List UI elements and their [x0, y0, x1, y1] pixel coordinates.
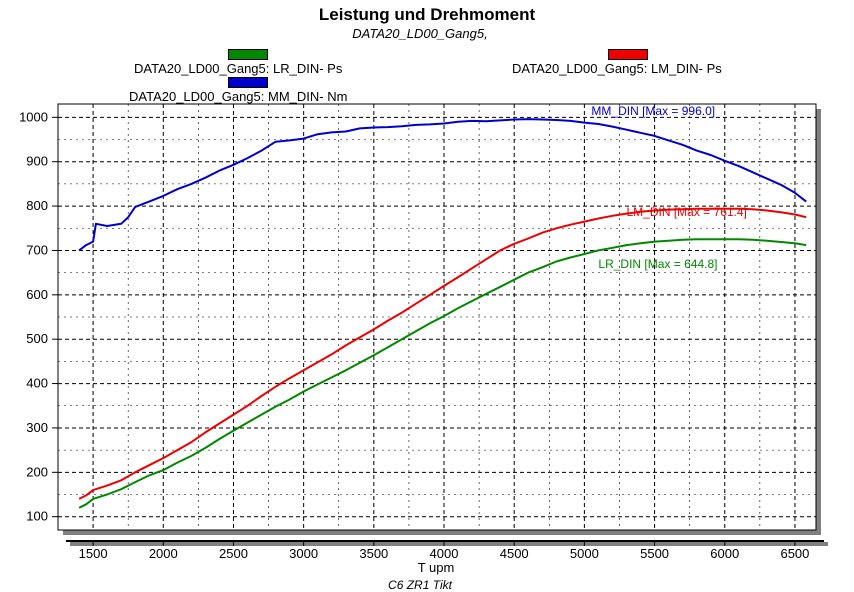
- y-tick-label: 700: [26, 242, 48, 257]
- x-tick-label: 2500: [219, 546, 248, 561]
- x-tick-label: 3500: [359, 546, 388, 561]
- y-tick-label: 600: [26, 287, 48, 302]
- x-axis-line: [66, 540, 824, 542]
- y-tick-label: 200: [26, 464, 48, 479]
- x-tick-label: 4500: [500, 546, 529, 561]
- x-tick-label: 6000: [710, 546, 739, 561]
- y-tick-label: 900: [26, 154, 48, 169]
- x-axis-shadow: [70, 542, 828, 546]
- legend-swatch-mm: [228, 77, 268, 88]
- legend-entry-lr: DATA20_LD00_Gang5: LR_DIN- Ps: [134, 61, 343, 76]
- x-tick-label: 4000: [430, 546, 459, 561]
- x-tick-label: 3000: [289, 546, 318, 561]
- chart-subtitle: DATA20_LD00_Gang5,: [352, 26, 488, 41]
- series-annotation-1: LM_DIN [Max = 761.4]: [627, 205, 747, 219]
- y-tick-label: 500: [26, 331, 48, 346]
- legend-entry-lm: DATA20_LD00_Gang5: LM_DIN- Ps: [512, 61, 722, 76]
- x-axis-label: T upm: [418, 560, 455, 575]
- y-tick-label: 800: [26, 198, 48, 213]
- y-tick-label: 400: [26, 376, 48, 391]
- series-line-0: [78, 118, 807, 252]
- legend-entry-mm: DATA20_LD00_Gang5: MM_DIN- Nm: [129, 89, 348, 104]
- x-tick-label: 6500: [780, 546, 809, 561]
- chart-title: Leistung und Drehmoment: [318, 5, 536, 24]
- series-annotation-0: MM_DIN [Max = 996.0]: [591, 104, 715, 118]
- y-tick-label: 300: [26, 420, 48, 435]
- x-tick-label: 1500: [79, 546, 108, 561]
- x-tick-label: 5000: [570, 546, 599, 561]
- legend-swatch-lm: [608, 49, 648, 60]
- series-annotation-2: LR_DIN [Max = 644.8]: [598, 257, 717, 271]
- chart-caption: C6 ZR1 Tikt: [388, 578, 452, 592]
- x-tick-label: 5500: [640, 546, 669, 561]
- y-tick-label: 100: [26, 509, 48, 524]
- y-tick-label: 1000: [19, 109, 48, 124]
- legend-swatch-lr: [228, 49, 268, 60]
- series-line-2: [78, 238, 807, 509]
- series-line-1: [78, 207, 807, 500]
- x-tick-label: 2000: [149, 546, 178, 561]
